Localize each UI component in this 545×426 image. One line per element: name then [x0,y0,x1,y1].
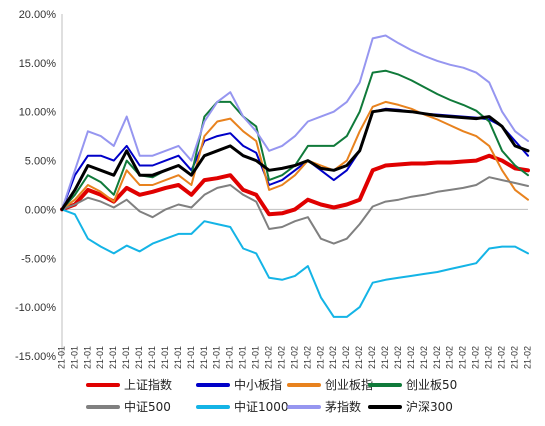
y-tick-label: -5.00% [21,253,56,265]
y-tick-label: -15.00% [15,351,56,363]
x-tick-label: 21-02 [445,346,455,369]
x-tick-label: 21-01 [108,346,118,369]
x-tick-label: 21-02 [302,346,312,369]
x-tick-label: 21-01 [69,346,79,369]
legend-item: 沪深300 [368,400,453,414]
x-tick-label: 21-02 [263,346,273,369]
x-tick-label: 21-01 [56,346,66,369]
legend-item: 中证500 [86,399,171,414]
legend-label: 沪深300 [406,400,453,414]
x-tick-label: 21-01 [160,346,170,369]
legend-label: 茅指数 [325,399,361,414]
x-tick-label: 21-02 [328,346,338,369]
x-tick-label: 21-02 [354,346,364,369]
y-tick-label: 20.00% [19,9,57,21]
series-line-2 [61,100,529,211]
y-tick-label: 10.00% [19,107,57,119]
x-tick-label: 21-01 [199,346,209,369]
x-tick-label: 21-01 [225,346,235,369]
x-tick-label: 21-01 [238,346,248,369]
plot-area [60,34,530,318]
x-tick-label: 21-02 [315,346,325,369]
x-tick-label: 21-01 [82,346,92,369]
x-tick-label: 21-02 [380,346,390,369]
y-tick-label: 15.00% [19,58,57,70]
legend-item: 中证1000 [196,399,289,414]
x-tick-label: 21-02 [341,346,351,369]
x-axis-tick-labels: 21-01 21-01 21-01 21-01 21-01 21-01 21-01 21-01… [56,346,532,369]
x-tick-label: 21-02 [393,346,403,369]
x-tick-label: 21-02 [276,346,286,369]
legend-label: 创业板指 [325,377,373,392]
x-tick-label: 21-01 [251,346,261,369]
x-tick-label: 21-01 [121,346,131,369]
y-tick-label: -10.00% [15,302,56,314]
series-line-4 [61,176,529,245]
x-tick-label: 21-02 [496,346,506,369]
series-line-0 [60,153,530,217]
legend-label: 上证指数 [124,377,172,392]
series-line-6 [61,34,529,211]
y-axis-tick-labels: 20.00% 15.00% 10.00% 5.00% 0.00% -5.00% -10.00… [15,9,56,363]
legend-label: 创业板50 [406,378,457,392]
legend-item: 上证指数 [86,377,172,392]
x-tick-label: 21-02 [367,346,377,369]
x-tick-label: 21-02 [458,346,468,369]
x-tick-label: 21-01 [212,346,222,369]
legend-label: 中证1000 [234,399,289,414]
legend-item: 创业板指 [287,377,373,392]
legend-label: 中小板指 [234,377,282,392]
x-tick-label: 21-02 [406,346,416,369]
series-line-7 [60,108,530,211]
x-tick-label: 21-01 [147,346,157,369]
x-tick-label: 21-02 [484,346,494,369]
x-tick-label: 21-01 [186,346,196,369]
x-tick-label: 21-01 [134,346,144,369]
legend-item: 创业板50 [368,378,457,392]
x-tick-label: 21-02 [289,346,299,369]
x-tick-label: 21-02 [432,346,442,369]
y-tick-label: 0.00% [25,204,56,216]
zero-axis [61,14,528,356]
x-tick-label: 21-02 [471,346,481,369]
x-tick-label: 21-02 [419,346,429,369]
legend: 上证指数 中小板指 创业板指 创业板50 中证500 中证1000 茅指数 沪深300 [86,377,457,414]
x-tick-label: 21-02 [509,346,519,369]
series-line-5 [61,208,529,318]
legend-label: 中证500 [124,399,171,414]
legend-item: 中小板指 [196,377,282,392]
legend-item: 茅指数 [287,399,361,414]
x-tick-label: 21-01 [173,346,183,369]
x-tick-label: 21-01 [95,346,105,369]
x-tick-label: 21-02 [522,346,532,369]
y-tick-label: 5.00% [25,156,56,168]
